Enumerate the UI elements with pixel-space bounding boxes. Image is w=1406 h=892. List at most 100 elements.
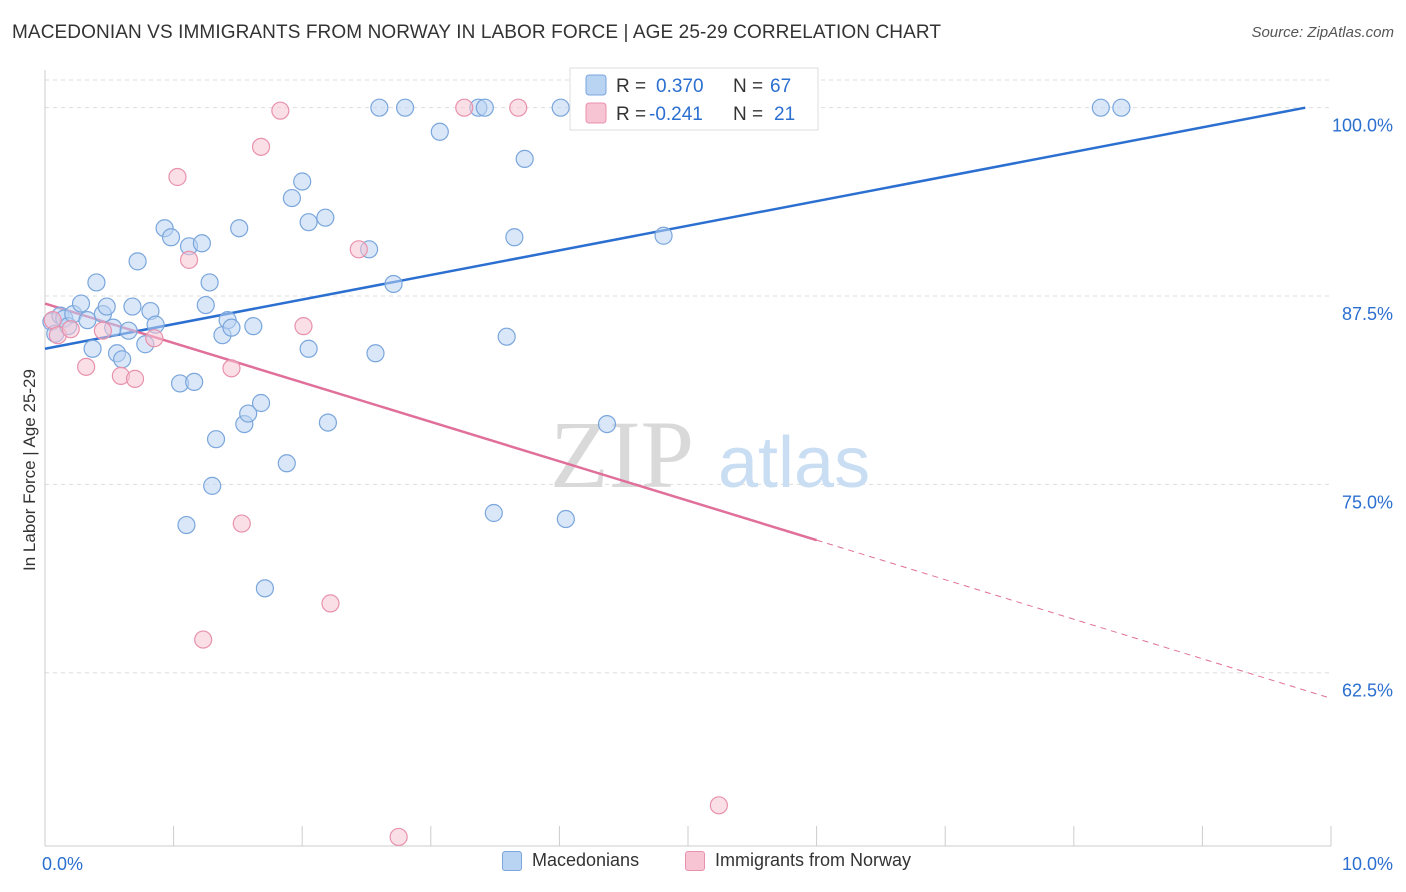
point-macedonians-28 [196,295,215,315]
point-macedonians-17 [128,252,147,271]
point-macedonians-45 [299,339,318,358]
point-macedonians-24 [177,515,196,535]
stats-legend: R = 0.370 N = 67 R = -0.241 N = 21 [569,67,819,131]
point-macedonians-57 [497,327,516,346]
point-macedonians-11 [97,297,116,316]
stats-n-value-2: 21 [774,104,795,125]
point-macedonians-56 [484,503,503,523]
axes [44,70,1332,847]
legend-item-macedonians[interactable]: Macedonians [502,850,639,871]
point-macedonians-34 [222,318,241,337]
point-macedonians-31 [206,430,226,449]
point-macedonians-22 [161,228,181,247]
point-immigrants-from-norway-16 [321,594,340,613]
point-macedonians-39 [251,393,271,413]
y-tick-label-0: 100.0% [1332,116,1393,136]
point-immigrants-from-norway-2 [61,320,80,339]
stats-r-label-1: R = [616,76,646,97]
legend-label-immigrants-from-norway: Immigrants from Norway [715,850,912,870]
point-immigrants-from-norway-18 [389,827,408,847]
point-macedonians-15 [119,321,138,340]
point-macedonians-6 [71,294,91,313]
stats-n-label-1: N = [733,76,763,97]
point-immigrants-from-norway-21 [709,796,728,815]
bottom-legend: Macedonians Immigrants from Norway [0,850,1406,880]
point-macedonians-46 [316,208,335,227]
source-credit: Source: ZipAtlas.com [1251,24,1394,41]
point-macedonians-43 [293,172,312,191]
point-immigrants-from-norway-15 [294,317,313,336]
point-macedonians-29 [200,273,219,292]
point-immigrants-from-norway-8 [168,167,187,187]
point-immigrants-from-norway-17 [349,240,368,259]
chart-title: MACEDONIAN VS IMMIGRANTS FROM NORWAY IN … [12,22,942,43]
point-immigrants-from-norway-13 [251,137,271,156]
point-immigrants-from-norway-12 [232,514,251,533]
trend-lines [44,106,1332,699]
trendline-immigrants-from-norway [44,302,817,542]
point-macedonians-41 [277,454,296,473]
trendline-immigrants-from-norway-extension [816,539,1332,699]
point-macedonians-16 [123,297,142,316]
point-immigrants-from-norway-3 [77,357,96,376]
point-macedonians-37 [239,404,258,423]
stats-legend-box [569,67,819,131]
y-tick-label-1: 87.5% [1342,304,1393,324]
point-macedonians-53 [430,122,449,141]
tick-labels: 100.0% 87.5% 75.0% 62.5% 0.0% 10.0% [42,116,1393,874]
point-macedonians-61 [556,509,575,529]
point-macedonians-30 [203,476,222,495]
point-macedonians-65 [1112,98,1131,117]
point-immigrants-from-norway-20 [509,98,528,117]
point-macedonians-14 [113,350,132,369]
point-immigrants-from-norway-11 [222,359,241,378]
point-macedonians-7 [78,311,97,330]
stats-r-value-2: -0.241 [649,104,703,125]
stats-swatch-pink [585,102,607,124]
stats-n-value-1: 67 [770,76,791,97]
series-macedonians [42,98,1131,598]
point-immigrants-from-norway-14 [271,101,290,120]
stats-r-label-2: R = [616,104,646,125]
zipatlas-watermark: ZIP atlas [550,401,870,508]
grid-lines [45,79,1331,674]
point-macedonians-55 [475,98,494,117]
legend-item-immigrants-from-norway[interactable]: Immigrants from Norway [685,850,911,871]
point-macedonians-59 [515,149,534,169]
point-macedonians-60 [551,98,570,117]
point-macedonians-62 [597,414,617,434]
point-immigrants-from-norway-6 [125,369,145,388]
point-macedonians-58 [505,228,524,247]
point-macedonians-42 [282,188,302,208]
point-macedonians-8 [83,339,102,358]
point-macedonians-47 [318,413,338,432]
point-immigrants-from-norway-19 [455,98,474,117]
point-macedonians-27 [192,234,211,253]
watermark-atlas: atlas [718,423,870,503]
x-tick-label-0: 0.0% [42,854,83,874]
trendline-macedonians [44,106,1306,350]
point-macedonians-40 [255,579,275,598]
y-tick-label-2: 75.0% [1342,492,1393,512]
point-macedonians-64 [1091,98,1110,117]
x-tick-label-1: 10.0% [1342,854,1393,874]
point-immigrants-from-norway-10 [194,630,213,649]
stats-swatch-blue [585,74,607,96]
point-immigrants-from-norway-9 [179,250,199,269]
point-macedonians-44 [299,213,318,232]
stats-r-value-1: 0.370 [656,76,704,97]
point-macedonians-9 [87,273,106,292]
point-immigrants-from-norway-7 [145,329,164,348]
point-immigrants-from-norway-0 [43,311,62,330]
point-macedonians-26 [185,372,204,392]
point-immigrants-from-norway-4 [93,321,112,340]
legend-swatch-immigrants-from-norway [685,850,705,871]
point-macedonians-52 [395,98,415,117]
point-macedonians-35 [230,219,249,238]
point-macedonians-63 [654,226,673,245]
series-immigrants-from-norway [43,98,728,847]
stats-n-label-2: N = [733,104,763,125]
legend-label-macedonians: Macedonians [532,850,640,870]
point-macedonians-51 [384,274,403,294]
